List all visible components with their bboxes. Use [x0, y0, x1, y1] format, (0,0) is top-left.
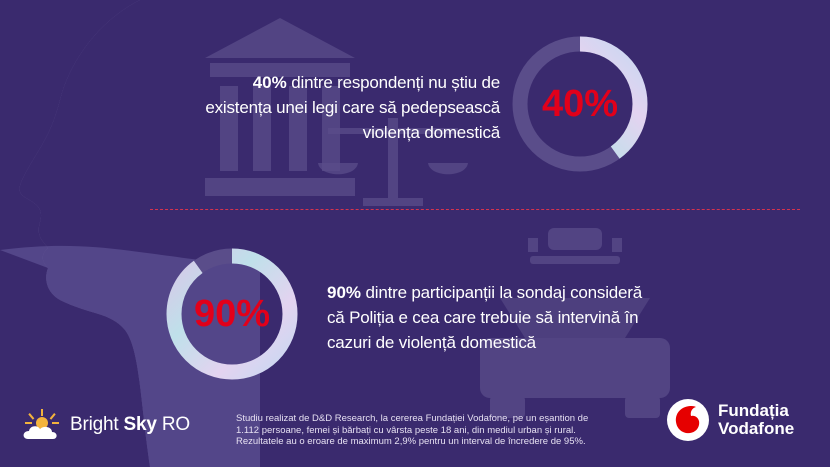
stat-bottom-line2: că Poliția e cea care trebuie să intervi…	[327, 308, 639, 327]
stat-top-line1: dintre respondenți nu știu de	[286, 73, 500, 92]
footnote-line3: Rezultatele au o eroare de maximum 2,9% …	[236, 436, 586, 447]
fundatia-vodafone-brand: Fundația Vodafone	[666, 398, 794, 442]
stat-bottom-text: 90% dintre participanții la sondaj consi…	[327, 280, 677, 355]
bright-sky-word-suffix: RO	[156, 414, 190, 435]
stat-bottom-line3: cazuri de violență domestică	[327, 333, 536, 352]
bright-sky-word-regular: Bright	[70, 414, 124, 435]
stat-top-line2: existența unei legi care să pedepsească	[205, 98, 500, 117]
scales-of-justice-icon	[318, 118, 468, 206]
vodafone-word: Vodafone	[718, 419, 795, 438]
stat-top-percent: 40%	[252, 73, 287, 92]
stat-top-ring-fill	[512, 36, 648, 172]
footnote-line1: Studiu realizat de D&D Research, la cere…	[236, 413, 589, 424]
bright-sky-brand: Bright Sky RO	[22, 405, 190, 445]
courthouse-icon	[205, 18, 355, 196]
fundatia-vodafone-wordmark: Fundația Vodafone	[718, 402, 794, 438]
fundatia-word: Fundația	[718, 401, 789, 420]
stat-bottom-ring-label: 90%	[193, 293, 271, 335]
police-car-icon	[480, 228, 670, 418]
stat-bottom-ring	[166, 248, 298, 380]
stat-top-text: 40% dintre respondenți nu știu de existe…	[180, 70, 500, 145]
cloud-sun-logo-icon	[23, 409, 59, 439]
stat-top-ring	[512, 36, 648, 172]
study-footnote: Studiu realizat de D&D Research, la cere…	[236, 413, 636, 448]
stat-top-line3: violența domestică	[362, 123, 500, 142]
stat-bottom-percent: 90%	[327, 283, 362, 302]
divider-dashed-line	[150, 209, 800, 210]
vodafone-speechmark-logo-icon	[667, 399, 709, 441]
bright-sky-wordmark: Bright Sky RO	[70, 414, 190, 436]
bright-sky-word-bold: Sky	[123, 414, 157, 435]
stat-bottom-line1: dintre participanții la sondaj consideră	[361, 283, 643, 302]
stat-top-ring-label: 40%	[541, 83, 619, 125]
footnote-line2: 1.112 persoane, femei și bărbați cu vârs…	[236, 424, 576, 436]
stat-bottom-ring-fill	[166, 248, 298, 380]
